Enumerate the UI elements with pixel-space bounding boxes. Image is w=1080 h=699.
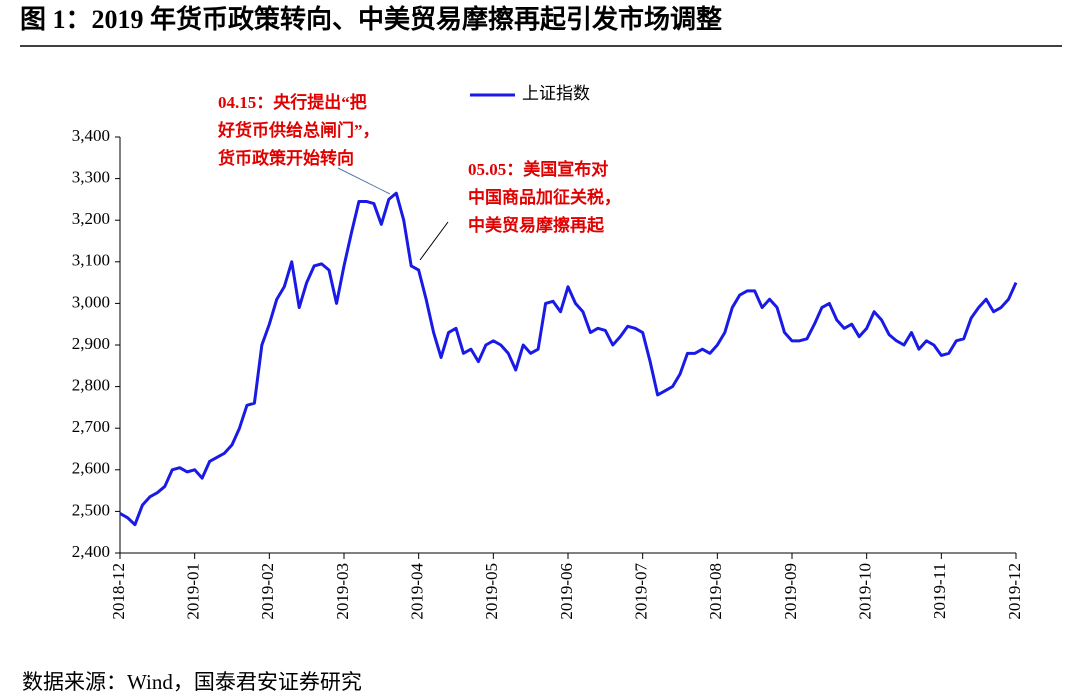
annotation: 04.15：央行提出“把 [218,92,367,112]
legend-label: 上证指数 [522,84,590,103]
y-tick-label: 3,300 [72,168,110,187]
x-tick-label: 2019-04 [408,563,427,620]
annotation: 中美贸易摩擦再起 [468,215,605,235]
y-tick-label: 2,700 [72,417,110,436]
x-tick-label: 2019-12 [1005,563,1024,620]
annotation: 货币政策开始转向 [218,148,354,168]
source: 数据来源：Wind，国泰君安证券研究 [22,670,362,694]
annotation: 05.05：美国宣布对 [468,159,608,179]
y-tick-label: 3,400 [72,126,110,145]
x-tick-label: 2019-10 [856,563,875,620]
y-tick-label: 3,200 [72,209,110,228]
y-tick-label: 3,000 [72,292,110,311]
y-tick-label: 2,400 [72,542,110,561]
chart-title: 图 1：2019 年货币政策转向、中美贸易摩擦再起引发市场调整 [20,4,722,34]
annotation: 中国商品加征关税， [468,187,621,207]
x-tick-label: 2019-07 [632,563,651,620]
x-tick-label: 2019-11 [930,563,949,619]
x-tick-label: 2019-05 [482,563,501,620]
x-tick-label: 2018-12 [109,563,128,620]
x-tick-label: 2019-08 [706,563,725,620]
leader-line [419,221,449,261]
line-series [119,191,1018,527]
x-tick-label: 2019-03 [333,563,352,620]
x-tick-label: 2019-09 [781,563,800,620]
y-tick-label: 2,500 [72,500,110,519]
y-tick-label: 2,900 [72,334,110,353]
y-tick-label: 3,100 [72,251,110,270]
x-tick-label: 2019-06 [557,563,576,620]
leader-line [337,167,391,195]
x-tick-label: 2019-01 [184,563,203,620]
annotation: 好货币供给总闸门”， [217,120,380,140]
y-tick-label: 2,600 [72,459,110,478]
x-tick-label: 2019-02 [258,563,277,620]
y-tick-label: 2,800 [72,376,110,395]
